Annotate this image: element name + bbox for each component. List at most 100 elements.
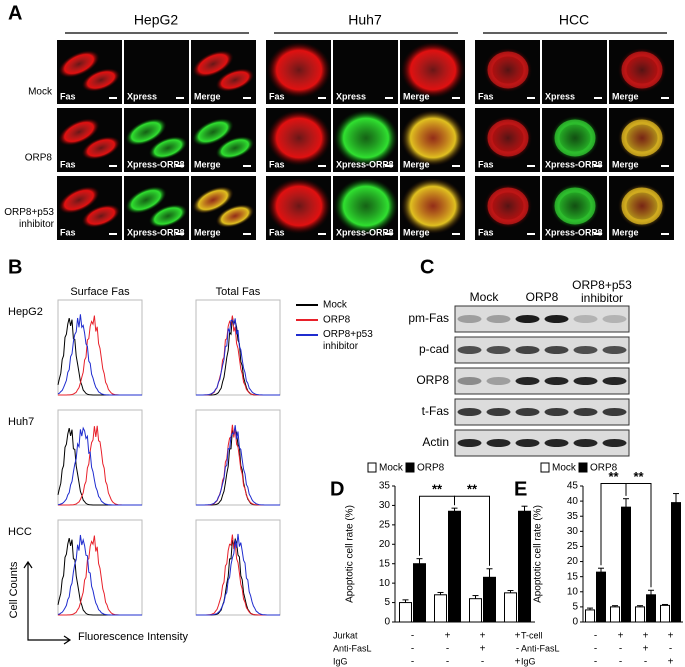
y-tick-label: 25	[567, 541, 579, 552]
blot-band	[573, 346, 598, 354]
significance-label: **	[432, 482, 443, 497]
channel-label: Merge	[194, 91, 221, 101]
cell	[334, 110, 398, 166]
y-tick-label: 15	[379, 558, 391, 569]
bar	[596, 571, 606, 623]
channel-label: Fas	[60, 91, 76, 101]
condition-sign: +	[618, 631, 624, 642]
condition-sign: +	[445, 631, 451, 642]
y-tick-label: 35	[379, 481, 391, 492]
blot-band	[602, 439, 627, 447]
blot-band	[515, 408, 540, 416]
cell	[58, 118, 100, 146]
blot-strip	[454, 367, 630, 395]
group-title: HCC	[559, 12, 589, 28]
condition-label: Anti-FasL	[521, 643, 560, 653]
panel-label: A	[8, 2, 22, 24]
histogram-frame	[195, 409, 281, 506]
channel-label: Xpress	[545, 91, 575, 101]
cell	[148, 204, 188, 228]
condition-sign: -	[619, 644, 622, 655]
blot-label: pm-Fas	[408, 311, 449, 325]
blot-band	[544, 439, 569, 447]
legend-label: ORP8	[323, 315, 351, 326]
cell	[267, 42, 331, 98]
blot-band	[486, 408, 511, 416]
channel-label: Fas	[478, 159, 494, 169]
channel-label: Xpress-ORP8	[336, 227, 394, 237]
row-label: ORP8	[25, 153, 53, 164]
condition-sign: -	[619, 657, 622, 667]
blot-strip	[454, 305, 630, 333]
bar	[469, 598, 482, 623]
bar	[610, 606, 620, 623]
micrograph	[542, 40, 607, 104]
cell	[81, 136, 121, 160]
lane-label: ORP8	[526, 290, 559, 304]
blot-label: Actin	[422, 435, 449, 449]
histogram-curve	[57, 426, 142, 506]
blot-band	[486, 439, 511, 447]
blot-band	[515, 377, 540, 385]
condition-sign: -	[446, 644, 449, 655]
cell	[58, 186, 100, 214]
legend-label: ORP8	[417, 463, 445, 474]
blot-band	[515, 315, 540, 323]
histogram-curve	[196, 318, 280, 396]
blot-label: p-cad	[419, 342, 449, 356]
condition-sign: -	[516, 644, 519, 655]
condition-sign: -	[411, 631, 414, 642]
legend-label: Mock	[323, 300, 348, 311]
condition-label: IgG	[333, 656, 348, 666]
column-title: Total Fas	[216, 286, 261, 298]
y-axis-title: Apoptotic cell rate (%)	[533, 505, 544, 603]
significance-bracket	[454, 495, 490, 566]
cell-ring	[621, 119, 663, 157]
condition-sign: -	[411, 657, 414, 667]
bar	[504, 592, 517, 623]
blot-band	[573, 377, 598, 385]
blot-band	[457, 315, 482, 323]
cell	[125, 186, 167, 214]
channel-label: Merge	[403, 159, 430, 169]
bar	[483, 576, 496, 623]
histogram-curve	[57, 314, 142, 396]
row-label: ORP8+p53 inhibitor	[4, 207, 54, 230]
condition-sign: +	[480, 644, 486, 655]
row-label: Mock	[28, 87, 53, 98]
cell	[192, 118, 234, 146]
blot-band	[544, 408, 569, 416]
condition-sign: -	[644, 657, 647, 667]
channel-label: Merge	[194, 227, 221, 237]
cell	[192, 50, 234, 78]
blot-band	[457, 377, 482, 385]
y-tick-label: 0	[572, 617, 578, 628]
channel-label: Merge	[194, 159, 221, 169]
group-title: Huh7	[348, 12, 382, 28]
channel-label: Xpress-ORP8	[127, 159, 185, 169]
panel-label: E	[514, 478, 527, 500]
condition-sign: -	[594, 631, 597, 642]
micrograph	[333, 40, 398, 104]
legend-swatch	[540, 462, 550, 473]
bar	[518, 510, 531, 623]
histogram-frame	[57, 519, 143, 616]
blot-band	[457, 439, 482, 447]
significance-bracket	[625, 483, 652, 588]
condition-sign: -	[481, 657, 484, 667]
blot-band	[515, 439, 540, 447]
condition-sign: +	[515, 631, 521, 642]
y-tick-label: 20	[567, 556, 579, 567]
condition-label: Anti-FasL	[333, 643, 372, 653]
blot-strip	[454, 429, 630, 457]
group-title: HepG2	[134, 12, 179, 28]
condition-label: Jurkat	[333, 630, 358, 640]
cell	[215, 136, 255, 160]
condition-sign: +	[668, 631, 674, 642]
panel-label: B	[8, 256, 22, 278]
y-tick-label: 5	[572, 602, 578, 613]
cell-ring	[487, 187, 529, 225]
cell-ring	[621, 51, 663, 89]
condition-sign: -	[446, 657, 449, 667]
channel-label: Fas	[60, 159, 76, 169]
